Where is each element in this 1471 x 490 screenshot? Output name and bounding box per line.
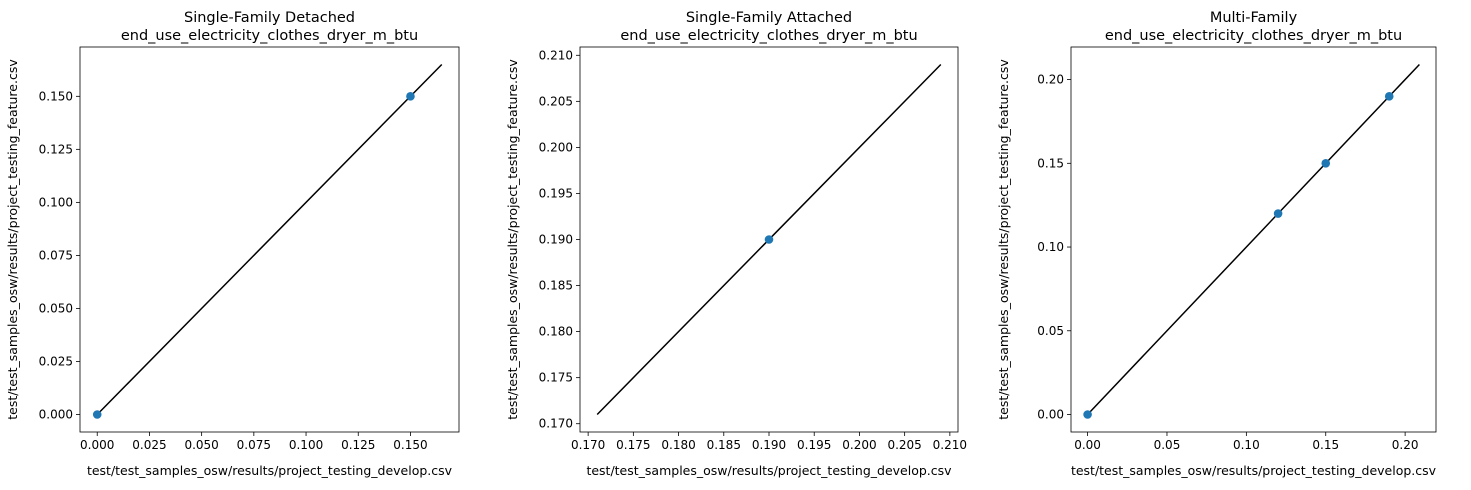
subplot-3: Multi-Family end_use_electricity_clothes_… — [996, 10, 1437, 478]
chart-subtitle: end_use_electricity_clothes_dryer_m_btu — [121, 28, 418, 44]
y-tick-label: 0.180 — [539, 325, 573, 339]
y-tick-label: 0.150 — [39, 89, 73, 103]
y-tick-label: 0.185 — [539, 279, 573, 293]
axes-frame — [579, 46, 959, 433]
chart-subtitle: end_use_electricity_clothes_dryer_m_btu — [1105, 28, 1402, 44]
x-tick-label: 0.170 — [571, 438, 605, 452]
y-tick-label: 0.00 — [1037, 408, 1064, 422]
y-tick-label: 0.170 — [539, 417, 573, 431]
scatter-point — [764, 235, 774, 244]
y-tick-label: 0.175 — [539, 371, 573, 385]
x-tick-label: 0.185 — [707, 438, 741, 452]
y-axis-label: test/test_samples_osw/results/project_te… — [996, 59, 1011, 420]
y-tick-label: 0.075 — [39, 248, 73, 262]
axes-frame — [79, 46, 460, 433]
y-tick-label: 0.205 — [539, 94, 573, 108]
x-tick-label: 0.050 — [184, 438, 218, 452]
y-tick-label: 0.050 — [39, 301, 73, 315]
x-axis-label: test/test_samples_osw/results/project_te… — [87, 463, 453, 478]
x-tick-label: 0.05 — [1154, 438, 1181, 452]
x-tick-label: 0.00 — [1074, 438, 1101, 452]
chart-title: Multi-Family — [1210, 10, 1298, 26]
scatter-point — [92, 410, 102, 419]
y-tick-label: 0.100 — [39, 195, 73, 209]
x-tick-label: 0.195 — [797, 438, 831, 452]
y-tick-label: 0.210 — [539, 48, 573, 62]
scatter-point — [1083, 410, 1092, 419]
x-tick-label: 0.190 — [752, 438, 786, 452]
y-tick-label: 0.000 — [39, 408, 73, 422]
x-tick-label: 0.205 — [887, 438, 921, 452]
y-tick-label: 0.200 — [539, 140, 573, 154]
chart-title: Single-Family Detached — [184, 10, 355, 26]
x-axis-label: test/test_samples_osw/results/project_te… — [586, 463, 952, 478]
x-tick-label: 0.10 — [1233, 438, 1260, 452]
chart-subtitle: end_use_electricity_clothes_dryer_m_btu — [620, 28, 917, 44]
x-tick-label: 0.180 — [661, 438, 695, 452]
scatter-point — [1384, 92, 1394, 101]
identity-line — [96, 63, 443, 416]
y-tick-label: 0.20 — [1037, 73, 1064, 87]
y-tick-label: 0.10 — [1037, 240, 1064, 254]
x-tick-label: 0.000 — [80, 438, 114, 452]
identity-line — [1087, 63, 1420, 416]
y-tick-label: 0.05 — [1037, 324, 1064, 338]
x-tick-label: 0.025 — [132, 438, 166, 452]
y-tick-label: 0.190 — [539, 233, 573, 247]
axes-frame — [1070, 46, 1437, 433]
chart-title: Single-Family Attached — [686, 10, 852, 26]
x-tick-label: 0.100 — [289, 438, 323, 452]
scatter-point — [406, 92, 415, 101]
y-tick-label: 0.15 — [1037, 156, 1064, 170]
x-axis-label: test/test_samples_osw/results/project_te… — [1071, 463, 1437, 478]
y-axis-label: test/test_samples_osw/results/project_te… — [5, 59, 20, 420]
x-tick-label: 0.175 — [616, 438, 650, 452]
y-tick-label: 0.125 — [39, 142, 73, 156]
x-tick-label: 0.15 — [1312, 438, 1339, 452]
x-tick-label: 0.150 — [393, 438, 427, 452]
subplot-2: Single-Family Attached end_use_electricit… — [505, 10, 967, 478]
y-tick-label: 0.025 — [39, 354, 73, 368]
y-axis-label: test/test_samples_osw/results/project_te… — [505, 59, 520, 420]
x-tick-label: 0.210 — [933, 438, 967, 452]
y-tick-label: 0.195 — [539, 186, 573, 200]
x-tick-label: 0.125 — [341, 438, 375, 452]
subplot-1: Single-Family Detached end_use_electricit… — [5, 10, 460, 478]
x-tick-label: 0.075 — [237, 438, 271, 452]
scatter-point — [1321, 159, 1331, 168]
x-tick-label: 0.200 — [842, 438, 876, 452]
x-tick-label: 0.20 — [1392, 438, 1419, 452]
scatter-point — [1273, 209, 1283, 218]
